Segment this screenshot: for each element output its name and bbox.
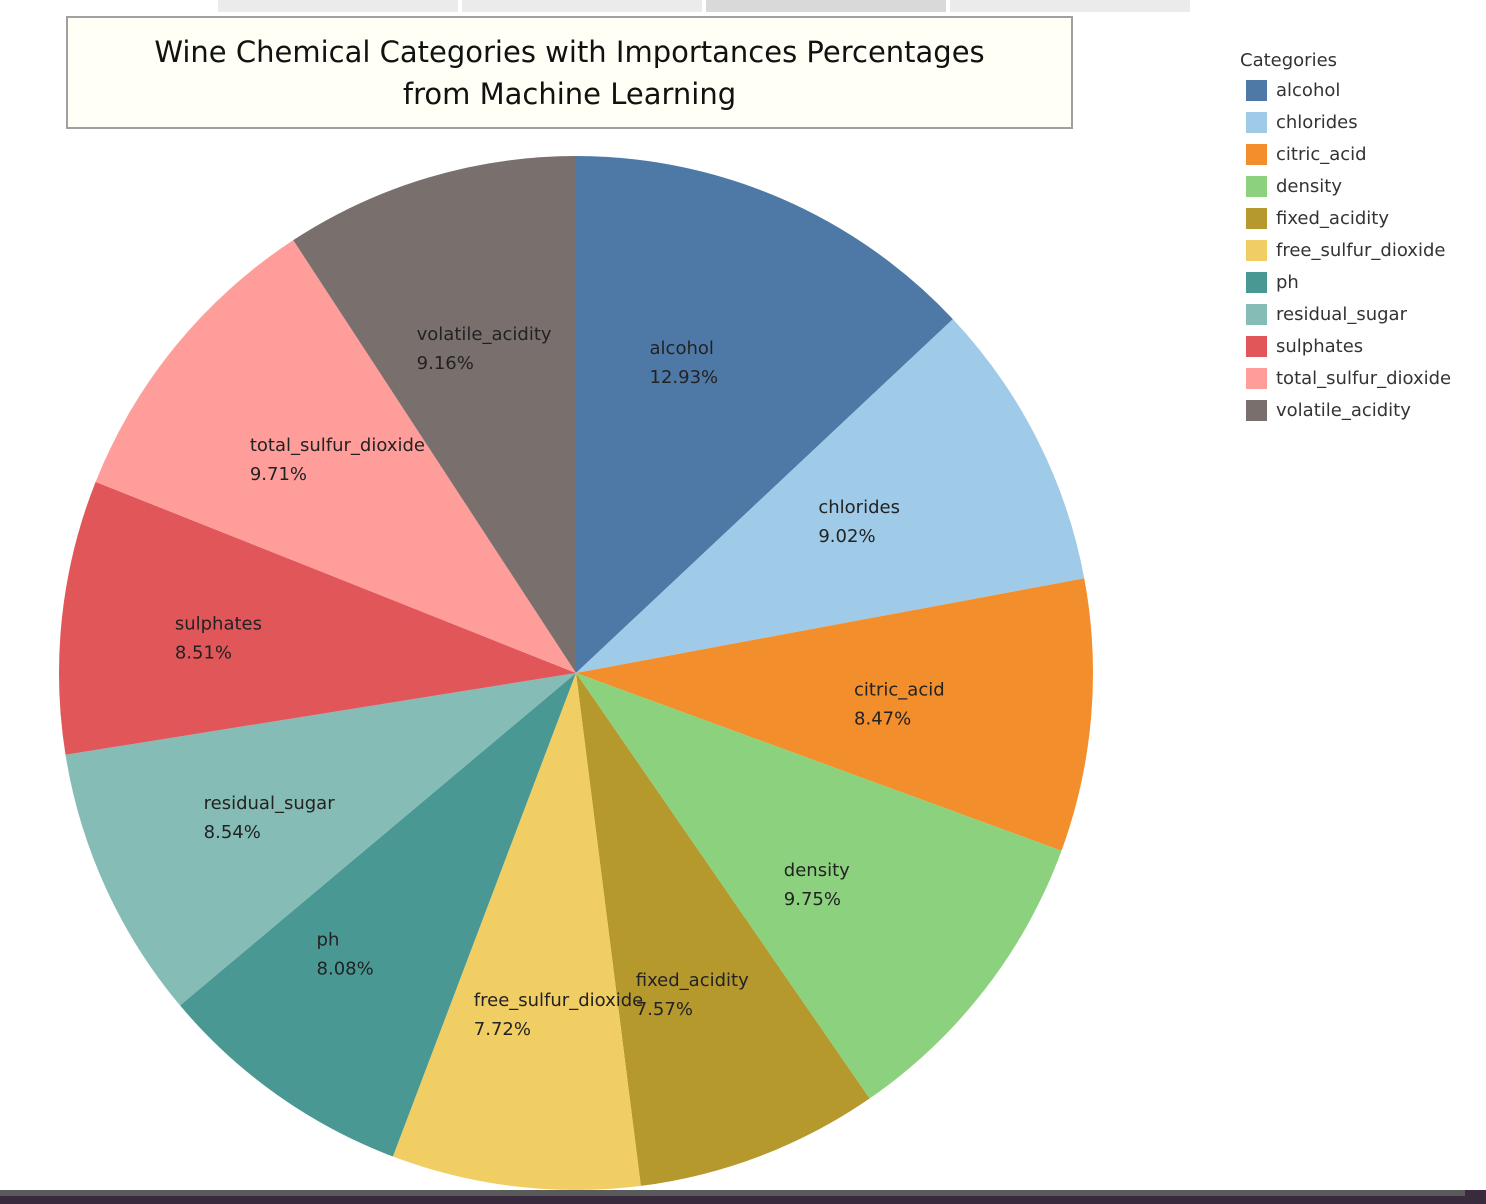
slice-label-citric-acid: citric_acid [854,679,945,700]
dashboard-tab[interactable] [950,0,1190,12]
slice-label-free-sulfur-dioxide: free_sulfur_dioxide [474,990,643,1011]
legend-label: alcohol [1276,79,1341,101]
slice-label-group-citric-acid: citric_acid 8.47% [854,679,945,729]
slice-label-fixed-acidity: fixed_acidity [636,970,749,991]
slice-label-group-alcohol: alcohol 12.93% [650,338,719,388]
slice-label-group-chlorides: chlorides 9.02% [818,497,900,547]
slice-label-density: density [784,860,850,881]
legend-swatch [1246,399,1267,421]
slice-label-group-sulphates: sulphates 8.51% [175,614,262,664]
pie-slice-alcohol[interactable] [576,156,953,673]
legend-item-total-sulfur-dioxide[interactable]: total_sulfur_dioxide [1246,362,1480,394]
legend-item-alcohol[interactable]: alcohol [1246,74,1480,106]
pie-slice-ph[interactable] [180,673,576,1157]
chart-title: Wine Chemical Categories with Importance… [154,34,985,111]
legend-label: citric_acid [1276,143,1367,165]
legend-label: sulphates [1276,335,1364,357]
bottom-scrollbar[interactable] [0,1190,1465,1196]
legend-swatch [1246,271,1267,293]
slice-value-fixed-acidity: 7.57% [636,999,693,1020]
legend-item-volatile-acidity[interactable]: volatile_acidity [1246,394,1480,426]
pie-slice-density[interactable] [576,673,1062,1099]
slice-label-group-total-sulfur-dioxide: total_sulfur_dioxide 9.71% [250,435,425,485]
legend-label: volatile_acidity [1276,399,1411,421]
pie-slice-free-sulfur-dioxide[interactable] [392,673,641,1190]
slice-value-sulphates: 8.51% [175,643,232,664]
legend-label: residual_sugar [1276,303,1407,325]
legend-swatch [1246,335,1267,357]
slice-value-residual-sugar: 8.54% [204,822,261,843]
pie-slice-citric-acid[interactable] [576,578,1093,851]
slice-label-group-ph: ph 8.08% [317,929,374,979]
slice-label-ph: ph [317,929,340,950]
pie-slice-sulphates[interactable] [58,481,576,755]
slice-label-volatile-acidity: volatile_acidity [417,324,552,345]
slice-value-free-sulfur-dioxide: 7.72% [474,1019,531,1040]
legend-item-ph[interactable]: ph [1246,266,1480,298]
legend-item-chlorides[interactable]: chlorides [1246,106,1480,138]
legend-label: fixed_acidity [1276,207,1390,229]
slice-label-group-fixed-acidity: fixed_acidity 7.57% [636,970,749,1020]
dashboard-tab[interactable] [462,0,702,12]
chart-title-box: Wine Chemical Categories with Importance… [66,16,1073,129]
pie-slice-residual-sugar[interactable] [65,673,576,1006]
legend-label: free_sulfur_dioxide [1276,239,1446,261]
slice-value-alcohol: 12.93% [650,367,719,388]
bottom-bar [0,1190,1486,1204]
legend-label: density [1276,175,1342,197]
slice-label-total-sulfur-dioxide: total_sulfur_dioxide [250,435,425,456]
legend-swatch [1246,303,1267,325]
slice-label-group-density: density 9.75% [784,860,850,910]
legend-title: Categories [1240,50,1338,71]
dashboard-tab-active[interactable] [706,0,946,12]
dashboard-tabs [218,0,1190,12]
slice-value-volatile-acidity: 9.16% [417,353,474,374]
legend-item-density[interactable]: density [1246,170,1480,202]
legend-swatch [1246,175,1267,197]
slice-label-group-free-sulfur-dioxide: free_sulfur_dioxide 7.72% [474,990,643,1040]
legend-label: ph [1276,271,1299,293]
slice-label-sulphates: sulphates [175,614,262,635]
legend-swatch [1246,207,1267,229]
slice-value-chlorides: 9.02% [818,526,875,547]
legend-item-sulphates[interactable]: sulphates [1246,330,1480,362]
slice-value-citric-acid: 8.47% [854,708,911,729]
legend-swatch [1246,111,1267,133]
legend-item-residual-sugar[interactable]: residual_sugar [1246,298,1480,330]
slice-label-chlorides: chlorides [818,497,900,518]
slice-value-density: 9.75% [784,889,841,910]
pie-slice-chlorides[interactable] [576,319,1085,673]
pie-slice-total-sulfur-dioxide[interactable] [95,240,576,673]
slice-label-alcohol: alcohol [650,338,714,359]
slice-label-residual-sugar: residual_sugar [204,793,336,814]
slice-label-group-residual-sugar: residual_sugar 8.54% [204,793,336,843]
pie-chart: alcohol 12.93% chlorides 9.02% citric_acid 8.… [58,156,1093,1190]
legend-swatch [1246,79,1267,101]
legend-label: chlorides [1276,111,1358,133]
legend-swatch [1246,143,1267,165]
legend-item-fixed-acidity[interactable]: fixed_acidity [1246,202,1480,234]
slice-value-total-sulfur-dioxide: 9.71% [250,464,307,485]
legend-swatch [1246,239,1267,261]
dashboard-tab[interactable] [218,0,458,12]
legend-item-free-sulfur-dioxide[interactable]: free_sulfur_dioxide [1246,234,1480,266]
slice-label-group-volatile-acidity: volatile_acidity 9.16% [417,324,552,374]
pie-slice-fixed-acidity[interactable] [576,673,870,1186]
slice-value-ph: 8.08% [317,958,374,979]
legend-item-citric-acid[interactable]: citric_acid [1246,138,1480,170]
legend-swatch [1246,367,1267,389]
pie-slice-volatile-acidity[interactable] [293,156,576,673]
legend-label: total_sulfur_dioxide [1276,367,1452,389]
